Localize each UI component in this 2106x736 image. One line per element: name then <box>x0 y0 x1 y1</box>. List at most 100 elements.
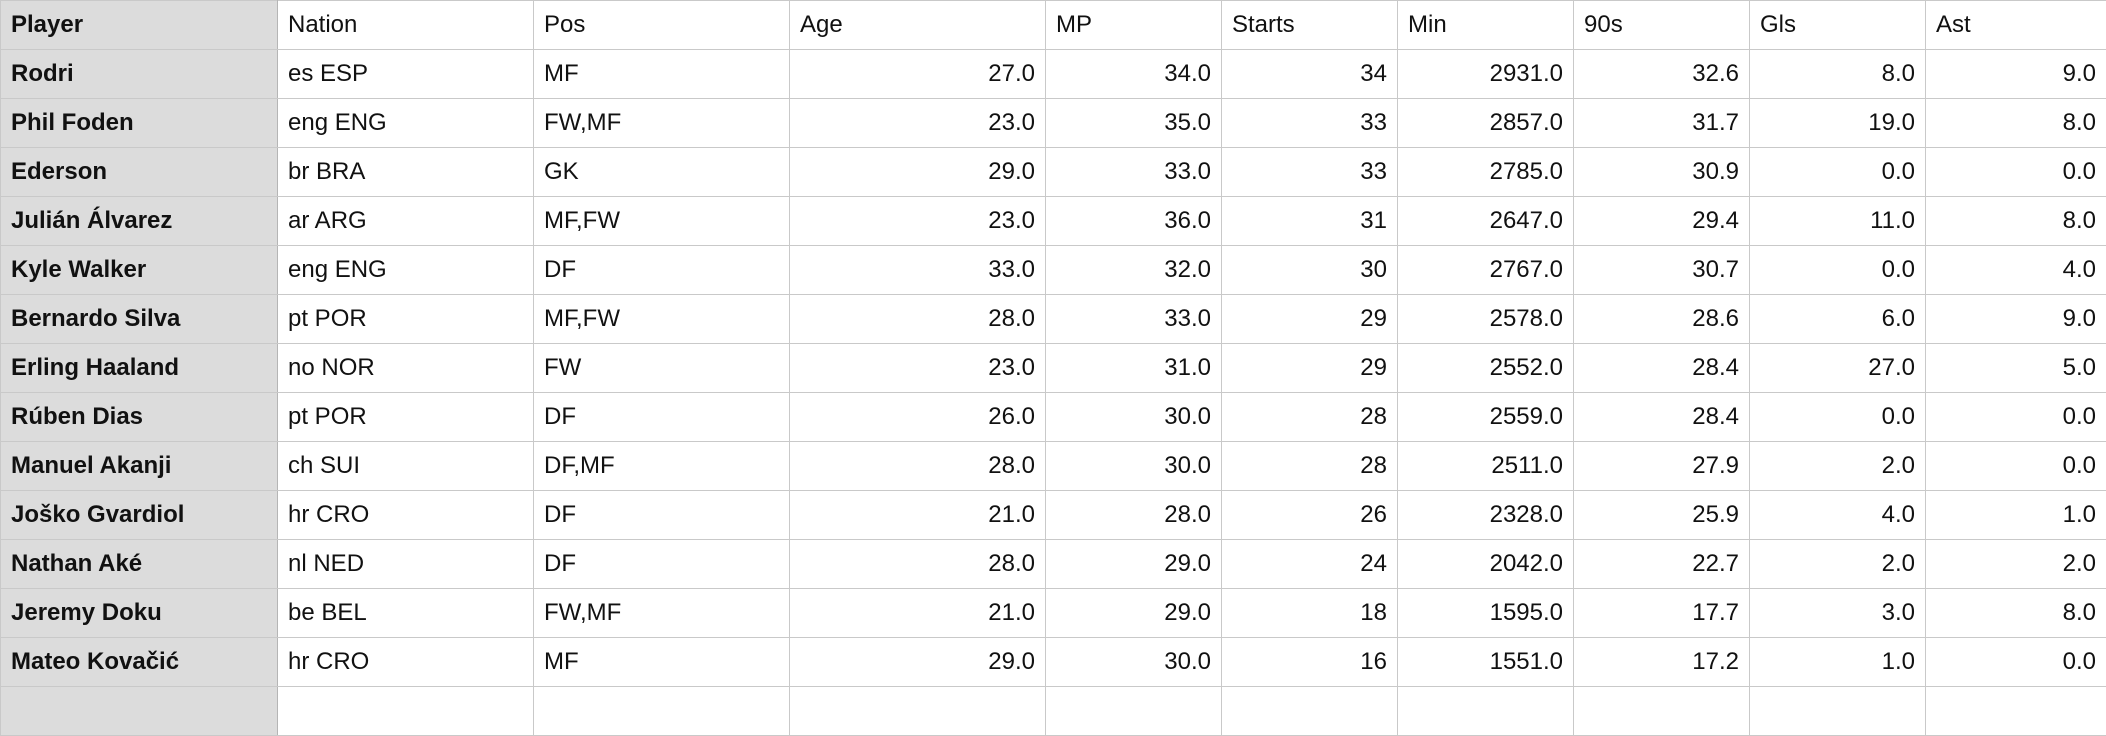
cell-gls[interactable]: 8.0 <box>1750 50 1926 99</box>
cell-mp[interactable]: 30.0 <box>1046 442 1222 491</box>
cell-gls[interactable]: 6.0 <box>1750 295 1926 344</box>
cell-starts[interactable]: 18 <box>1222 589 1398 638</box>
cell-min[interactable]: 2931.0 <box>1398 50 1574 99</box>
cell-starts[interactable]: 24 <box>1222 540 1398 589</box>
empty-cell[interactable] <box>278 687 534 736</box>
cell-min[interactable]: 1595.0 <box>1398 589 1574 638</box>
cell-ast[interactable]: 0.0 <box>1926 393 2106 442</box>
cell-age[interactable]: 27.0 <box>790 50 1046 99</box>
cell-nation[interactable]: es ESP <box>278 50 534 99</box>
cell-nation[interactable]: eng ENG <box>278 99 534 148</box>
cell-pos[interactable]: DF,MF <box>534 442 790 491</box>
cell-starts[interactable]: 33 <box>1222 99 1398 148</box>
cell-starts[interactable]: 28 <box>1222 393 1398 442</box>
cell-90s[interactable]: 25.9 <box>1574 491 1750 540</box>
cell-player[interactable]: Manuel Akanji <box>1 442 278 491</box>
cell-starts[interactable]: 34 <box>1222 50 1398 99</box>
cell-age[interactable]: 29.0 <box>790 148 1046 197</box>
cell-90s[interactable]: 32.6 <box>1574 50 1750 99</box>
cell-starts[interactable]: 30 <box>1222 246 1398 295</box>
cell-starts[interactable]: 33 <box>1222 148 1398 197</box>
cell-starts[interactable]: 29 <box>1222 344 1398 393</box>
column-header-nation[interactable]: Nation <box>278 1 534 50</box>
cell-pos[interactable]: FW,MF <box>534 99 790 148</box>
cell-age[interactable]: 26.0 <box>790 393 1046 442</box>
cell-min[interactable]: 2552.0 <box>1398 344 1574 393</box>
cell-nation[interactable]: pt POR <box>278 393 534 442</box>
cell-nation[interactable]: ch SUI <box>278 442 534 491</box>
cell-gls[interactable]: 1.0 <box>1750 638 1926 687</box>
cell-mp[interactable]: 36.0 <box>1046 197 1222 246</box>
cell-mp[interactable]: 28.0 <box>1046 491 1222 540</box>
cell-90s[interactable]: 28.4 <box>1574 344 1750 393</box>
cell-90s[interactable]: 30.9 <box>1574 148 1750 197</box>
cell-age[interactable]: 23.0 <box>790 197 1046 246</box>
cell-ast[interactable]: 4.0 <box>1926 246 2106 295</box>
cell-ast[interactable]: 2.0 <box>1926 540 2106 589</box>
cell-pos[interactable]: DF <box>534 491 790 540</box>
cell-ast[interactable]: 9.0 <box>1926 295 2106 344</box>
cell-age[interactable]: 23.0 <box>790 99 1046 148</box>
cell-player[interactable]: Erling Haaland <box>1 344 278 393</box>
cell-mp[interactable]: 33.0 <box>1046 295 1222 344</box>
cell-ast[interactable]: 9.0 <box>1926 50 2106 99</box>
empty-cell[interactable] <box>534 687 790 736</box>
cell-gls[interactable]: 2.0 <box>1750 540 1926 589</box>
cell-ast[interactable]: 0.0 <box>1926 442 2106 491</box>
cell-player[interactable]: Nathan Aké <box>1 540 278 589</box>
cell-starts[interactable]: 16 <box>1222 638 1398 687</box>
cell-min[interactable]: 2559.0 <box>1398 393 1574 442</box>
cell-gls[interactable]: 0.0 <box>1750 148 1926 197</box>
cell-gls[interactable]: 19.0 <box>1750 99 1926 148</box>
cell-mp[interactable]: 31.0 <box>1046 344 1222 393</box>
cell-pos[interactable]: MF,FW <box>534 295 790 344</box>
column-header-starts[interactable]: Starts <box>1222 1 1398 50</box>
cell-pos[interactable]: FW,MF <box>534 589 790 638</box>
column-header-mp[interactable]: MP <box>1046 1 1222 50</box>
cell-starts[interactable]: 29 <box>1222 295 1398 344</box>
cell-pos[interactable]: FW <box>534 344 790 393</box>
cell-player[interactable]: Kyle Walker <box>1 246 278 295</box>
cell-nation[interactable]: pt POR <box>278 295 534 344</box>
empty-cell[interactable] <box>1046 687 1222 736</box>
cell-nation[interactable]: br BRA <box>278 148 534 197</box>
cell-90s[interactable]: 28.6 <box>1574 295 1750 344</box>
cell-gls[interactable]: 4.0 <box>1750 491 1926 540</box>
cell-player[interactable]: Julián Álvarez <box>1 197 278 246</box>
empty-cell[interactable] <box>1926 687 2106 736</box>
cell-pos[interactable]: MF <box>534 50 790 99</box>
cell-age[interactable]: 28.0 <box>790 442 1046 491</box>
cell-nation[interactable]: no NOR <box>278 344 534 393</box>
cell-starts[interactable]: 28 <box>1222 442 1398 491</box>
cell-player[interactable]: Joško Gvardiol <box>1 491 278 540</box>
cell-ast[interactable]: 1.0 <box>1926 491 2106 540</box>
cell-gls[interactable]: 0.0 <box>1750 246 1926 295</box>
column-header-min[interactable]: Min <box>1398 1 1574 50</box>
cell-mp[interactable]: 29.0 <box>1046 589 1222 638</box>
cell-min[interactable]: 2511.0 <box>1398 442 1574 491</box>
cell-nation[interactable]: be BEL <box>278 589 534 638</box>
cell-90s[interactable]: 28.4 <box>1574 393 1750 442</box>
cell-age[interactable]: 28.0 <box>790 540 1046 589</box>
cell-mp[interactable]: 35.0 <box>1046 99 1222 148</box>
cell-min[interactable]: 2578.0 <box>1398 295 1574 344</box>
cell-ast[interactable]: 5.0 <box>1926 344 2106 393</box>
cell-90s[interactable]: 30.7 <box>1574 246 1750 295</box>
cell-ast[interactable]: 0.0 <box>1926 148 2106 197</box>
empty-cell[interactable] <box>790 687 1046 736</box>
cell-nation[interactable]: eng ENG <box>278 246 534 295</box>
cell-mp[interactable]: 30.0 <box>1046 393 1222 442</box>
cell-gls[interactable]: 11.0 <box>1750 197 1926 246</box>
cell-player[interactable]: Mateo Kovačić <box>1 638 278 687</box>
cell-gls[interactable]: 27.0 <box>1750 344 1926 393</box>
cell-90s[interactable]: 29.4 <box>1574 197 1750 246</box>
cell-nation[interactable]: hr CRO <box>278 491 534 540</box>
cell-mp[interactable]: 33.0 <box>1046 148 1222 197</box>
cell-90s[interactable]: 27.9 <box>1574 442 1750 491</box>
cell-pos[interactable]: GK <box>534 148 790 197</box>
cell-min[interactable]: 2647.0 <box>1398 197 1574 246</box>
cell-pos[interactable]: MF,FW <box>534 197 790 246</box>
cell-min[interactable]: 2042.0 <box>1398 540 1574 589</box>
column-header-pos[interactable]: Pos <box>534 1 790 50</box>
column-header-90s[interactable]: 90s <box>1574 1 1750 50</box>
